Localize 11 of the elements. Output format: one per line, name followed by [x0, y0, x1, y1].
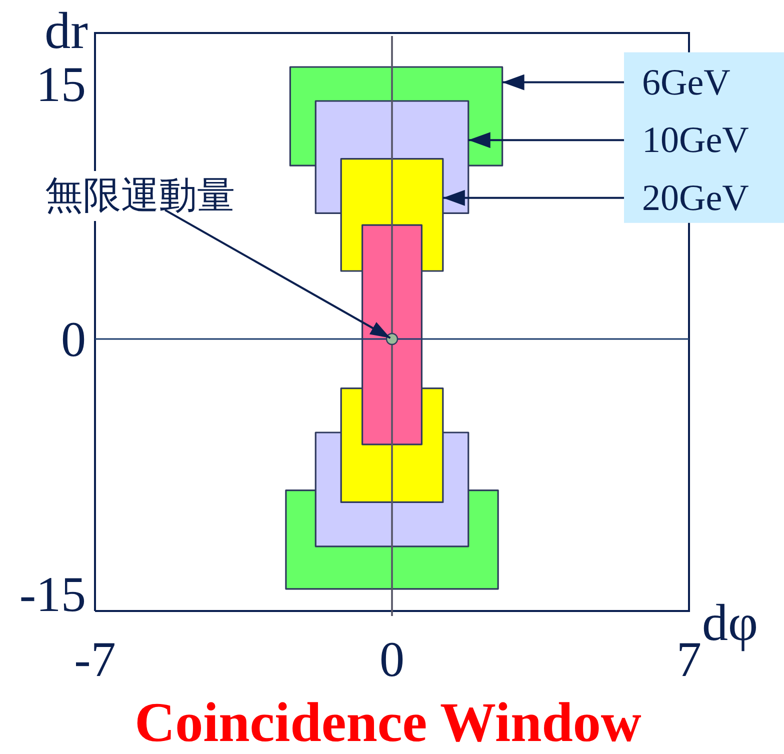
x-axis-title: dφ [702, 595, 758, 652]
x-tick-label: 7 [676, 631, 702, 687]
text: Coincidence Window [134, 692, 642, 754]
y-tick-label: -15 [19, 566, 86, 622]
annotation: 無限運動量 [45, 173, 235, 217]
x-tick-label: -7 [74, 631, 116, 687]
annotation: 10GeV [642, 120, 750, 161]
annotation: 6GeV [642, 62, 731, 103]
annotation: 20GeV [642, 177, 750, 218]
x-tick-label: 0 [380, 631, 404, 687]
y-tick-label: 0 [61, 311, 86, 367]
